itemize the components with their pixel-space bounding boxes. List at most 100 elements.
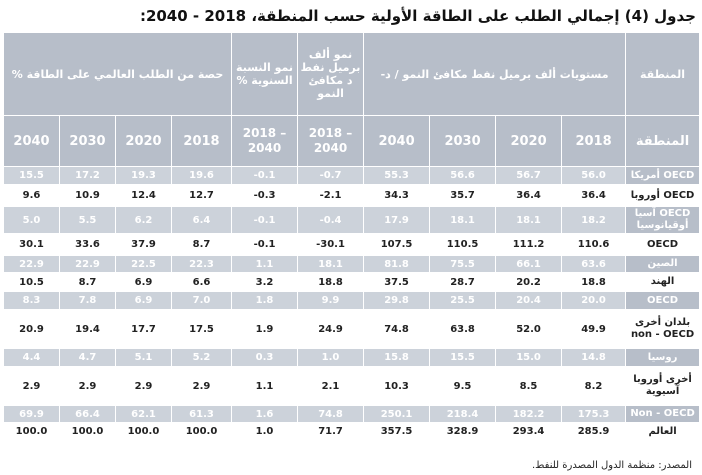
share-cell: 100.0 <box>59 422 116 441</box>
region-cell: OECD <box>625 233 701 256</box>
share-cell: 10.5 <box>3 272 60 292</box>
table-row: 100.0 100.0 100.0 100.0 1.0 71.7 357.5 328.9 293… <box>3 422 701 441</box>
level-cell: 8.5 <box>495 366 563 406</box>
share-cell: 69.9 <box>3 405 60 423</box>
table-title: جدول (4) إجمالي الطلب على الطاقة الأولية… <box>139 7 696 25</box>
level-cell: 63.8 <box>429 309 497 349</box>
share-cell: 9.6 <box>3 184 60 207</box>
table-row: 4.4 4.7 5.1 5.2 0.3 1.0 15.8 15.5 15.0 14.8 روسيا <box>3 348 701 367</box>
region-year-header: المنطقة <box>625 115 701 167</box>
share-cell: 7.8 <box>59 291 116 310</box>
share-cell: 5.5 <box>59 206 116 234</box>
region-cell: الصين <box>625 255 701 273</box>
level-cell: 218.4 <box>429 405 497 423</box>
region-cell: العالم <box>625 422 701 441</box>
growth-abs-cell: 24.9 <box>297 309 365 349</box>
region-cell: OECD آسيا أوقيانوسيا <box>625 206 701 234</box>
share-cell: 100.0 <box>115 422 172 441</box>
level-cell: 56.0 <box>561 166 627 185</box>
share-cell: 17.2 <box>59 166 116 185</box>
level-cell: 20.0 <box>561 291 627 310</box>
share-cell: 12.7 <box>170 184 233 207</box>
level-cell: 14.8 <box>561 348 627 367</box>
growth-rate-cell: -0.3 <box>231 184 299 207</box>
share-cell: 2.9 <box>59 366 116 406</box>
level-year-2040: 2040 <box>363 115 431 167</box>
share-cell: 5.0 <box>3 206 60 234</box>
growth-rate-cell: 0.3 <box>231 348 299 367</box>
share-cell: 22.5 <box>115 255 172 273</box>
source-note: المصدر: منظمة الدول المصدرة للنفط. <box>531 460 692 471</box>
level-cell: 182.2 <box>495 405 563 423</box>
table-row: 5.0 5.5 6.2 6.4 -0.1 -0.4 17.9 18.1 18.1 18.2 OECD… <box>3 206 701 234</box>
growth-abs-period: 2018 – 2040 <box>297 115 365 167</box>
table-row: 2.9 2.9 2.9 2.9 1.1 2.1 10.3 9.5 8.5 8.2 أخرى أورو… <box>3 366 701 406</box>
growth-abs-header: نمو ألف برميل نفط د مكافئ النمو <box>297 32 365 116</box>
share-cell: 2.9 <box>170 366 233 406</box>
share-cell: 22.9 <box>59 255 116 273</box>
level-cell: 107.5 <box>363 233 431 256</box>
level-cell: 357.5 <box>363 422 431 441</box>
level-cell: 18.2 <box>561 206 627 234</box>
growth-abs-cell: 2.1 <box>297 366 365 406</box>
growth-abs-cell: -2.1 <box>297 184 365 207</box>
level-cell: 15.8 <box>363 348 431 367</box>
level-cell: 56.6 <box>429 166 497 185</box>
growth-rate-cell: 1.1 <box>231 255 299 273</box>
share-cell: 4.4 <box>3 348 60 367</box>
share-cell: 33.6 <box>59 233 116 256</box>
level-cell: 56.7 <box>495 166 563 185</box>
level-cell: 75.5 <box>429 255 497 273</box>
growth-abs-cell: -30.1 <box>297 233 365 256</box>
share-cell: 15.5 <box>3 166 60 185</box>
share-cell: 19.3 <box>115 166 172 185</box>
level-cell: 25.5 <box>429 291 497 310</box>
level-cell: 328.9 <box>429 422 497 441</box>
level-cell: 110.6 <box>561 233 627 256</box>
share-cell: 5.1 <box>115 348 172 367</box>
region-header: المنطقة <box>625 32 701 116</box>
share-cell: 17.7 <box>115 309 172 349</box>
table-row: 10.5 8.7 6.9 6.6 3.2 18.8 37.5 28.7 20.2 18.8 الهن… <box>3 272 701 292</box>
table-row: 9.6 10.9 12.4 12.7 -0.3 -2.1 34.3 35.7 36.4 36.4 O… <box>3 184 701 207</box>
level-cell: 110.5 <box>429 233 497 256</box>
share-cell: 37.9 <box>115 233 172 256</box>
level-cell: 55.3 <box>363 166 431 185</box>
share-cell: 6.6 <box>170 272 233 292</box>
level-cell: 66.1 <box>495 255 563 273</box>
growth-abs-cell: 71.7 <box>297 422 365 441</box>
level-cell: 285.9 <box>561 422 627 441</box>
growth-rate-header: نمو النسبة السنوية % <box>231 32 299 116</box>
table-row: 15.5 17.2 19.3 19.6 -0.1 -0.7 55.3 56.6 56.7 56.0… <box>3 166 701 185</box>
level-cell: 52.0 <box>495 309 563 349</box>
level-cell: 250.1 <box>363 405 431 423</box>
growth-abs-cell: -0.7 <box>297 166 365 185</box>
levels-header: مستويات ألف برميل نفط مكافئ النمو / د- <box>363 32 627 116</box>
share-cell: 30.1 <box>3 233 60 256</box>
share-cell: 2.9 <box>115 366 172 406</box>
region-cell: الهند <box>625 272 701 292</box>
region-cell: Non - OECD <box>625 405 701 423</box>
share-cell: 8.7 <box>59 272 116 292</box>
energy-demand-table: حصة من الطلب العالمي على الطاقة % نمو ال… <box>2 32 701 441</box>
region-cell: OECD أوروبا <box>625 184 701 207</box>
level-cell: 18.1 <box>495 206 563 234</box>
level-year-2020: 2020 <box>495 115 563 167</box>
level-cell: 49.9 <box>561 309 627 349</box>
share-cell: 12.4 <box>115 184 172 207</box>
table-row: 8.3 7.8 6.9 7.0 1.8 9.9 29.8 25.5 20.4 20.0 OECD <box>3 291 701 310</box>
growth-rate-cell: -0.1 <box>231 233 299 256</box>
share-cell: 4.7 <box>59 348 116 367</box>
share-cell: 61.3 <box>170 405 233 423</box>
level-cell: 35.7 <box>429 184 497 207</box>
share-cell: 2.9 <box>3 366 60 406</box>
level-cell: 10.3 <box>363 366 431 406</box>
level-cell: 18.1 <box>429 206 497 234</box>
growth-rate-cell: 1.8 <box>231 291 299 310</box>
share-cell: 19.4 <box>59 309 116 349</box>
level-year-2030: 2030 <box>429 115 497 167</box>
share-cell: 6.4 <box>170 206 233 234</box>
share-cell: 17.5 <box>170 309 233 349</box>
level-cell: 36.4 <box>495 184 563 207</box>
share-cell: 66.4 <box>59 405 116 423</box>
